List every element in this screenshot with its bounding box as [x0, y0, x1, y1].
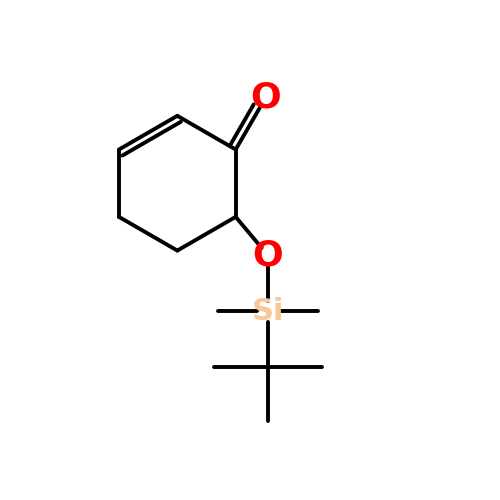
Text: Si: Si [252, 296, 284, 326]
Text: O: O [250, 81, 281, 115]
Text: O: O [252, 238, 283, 272]
